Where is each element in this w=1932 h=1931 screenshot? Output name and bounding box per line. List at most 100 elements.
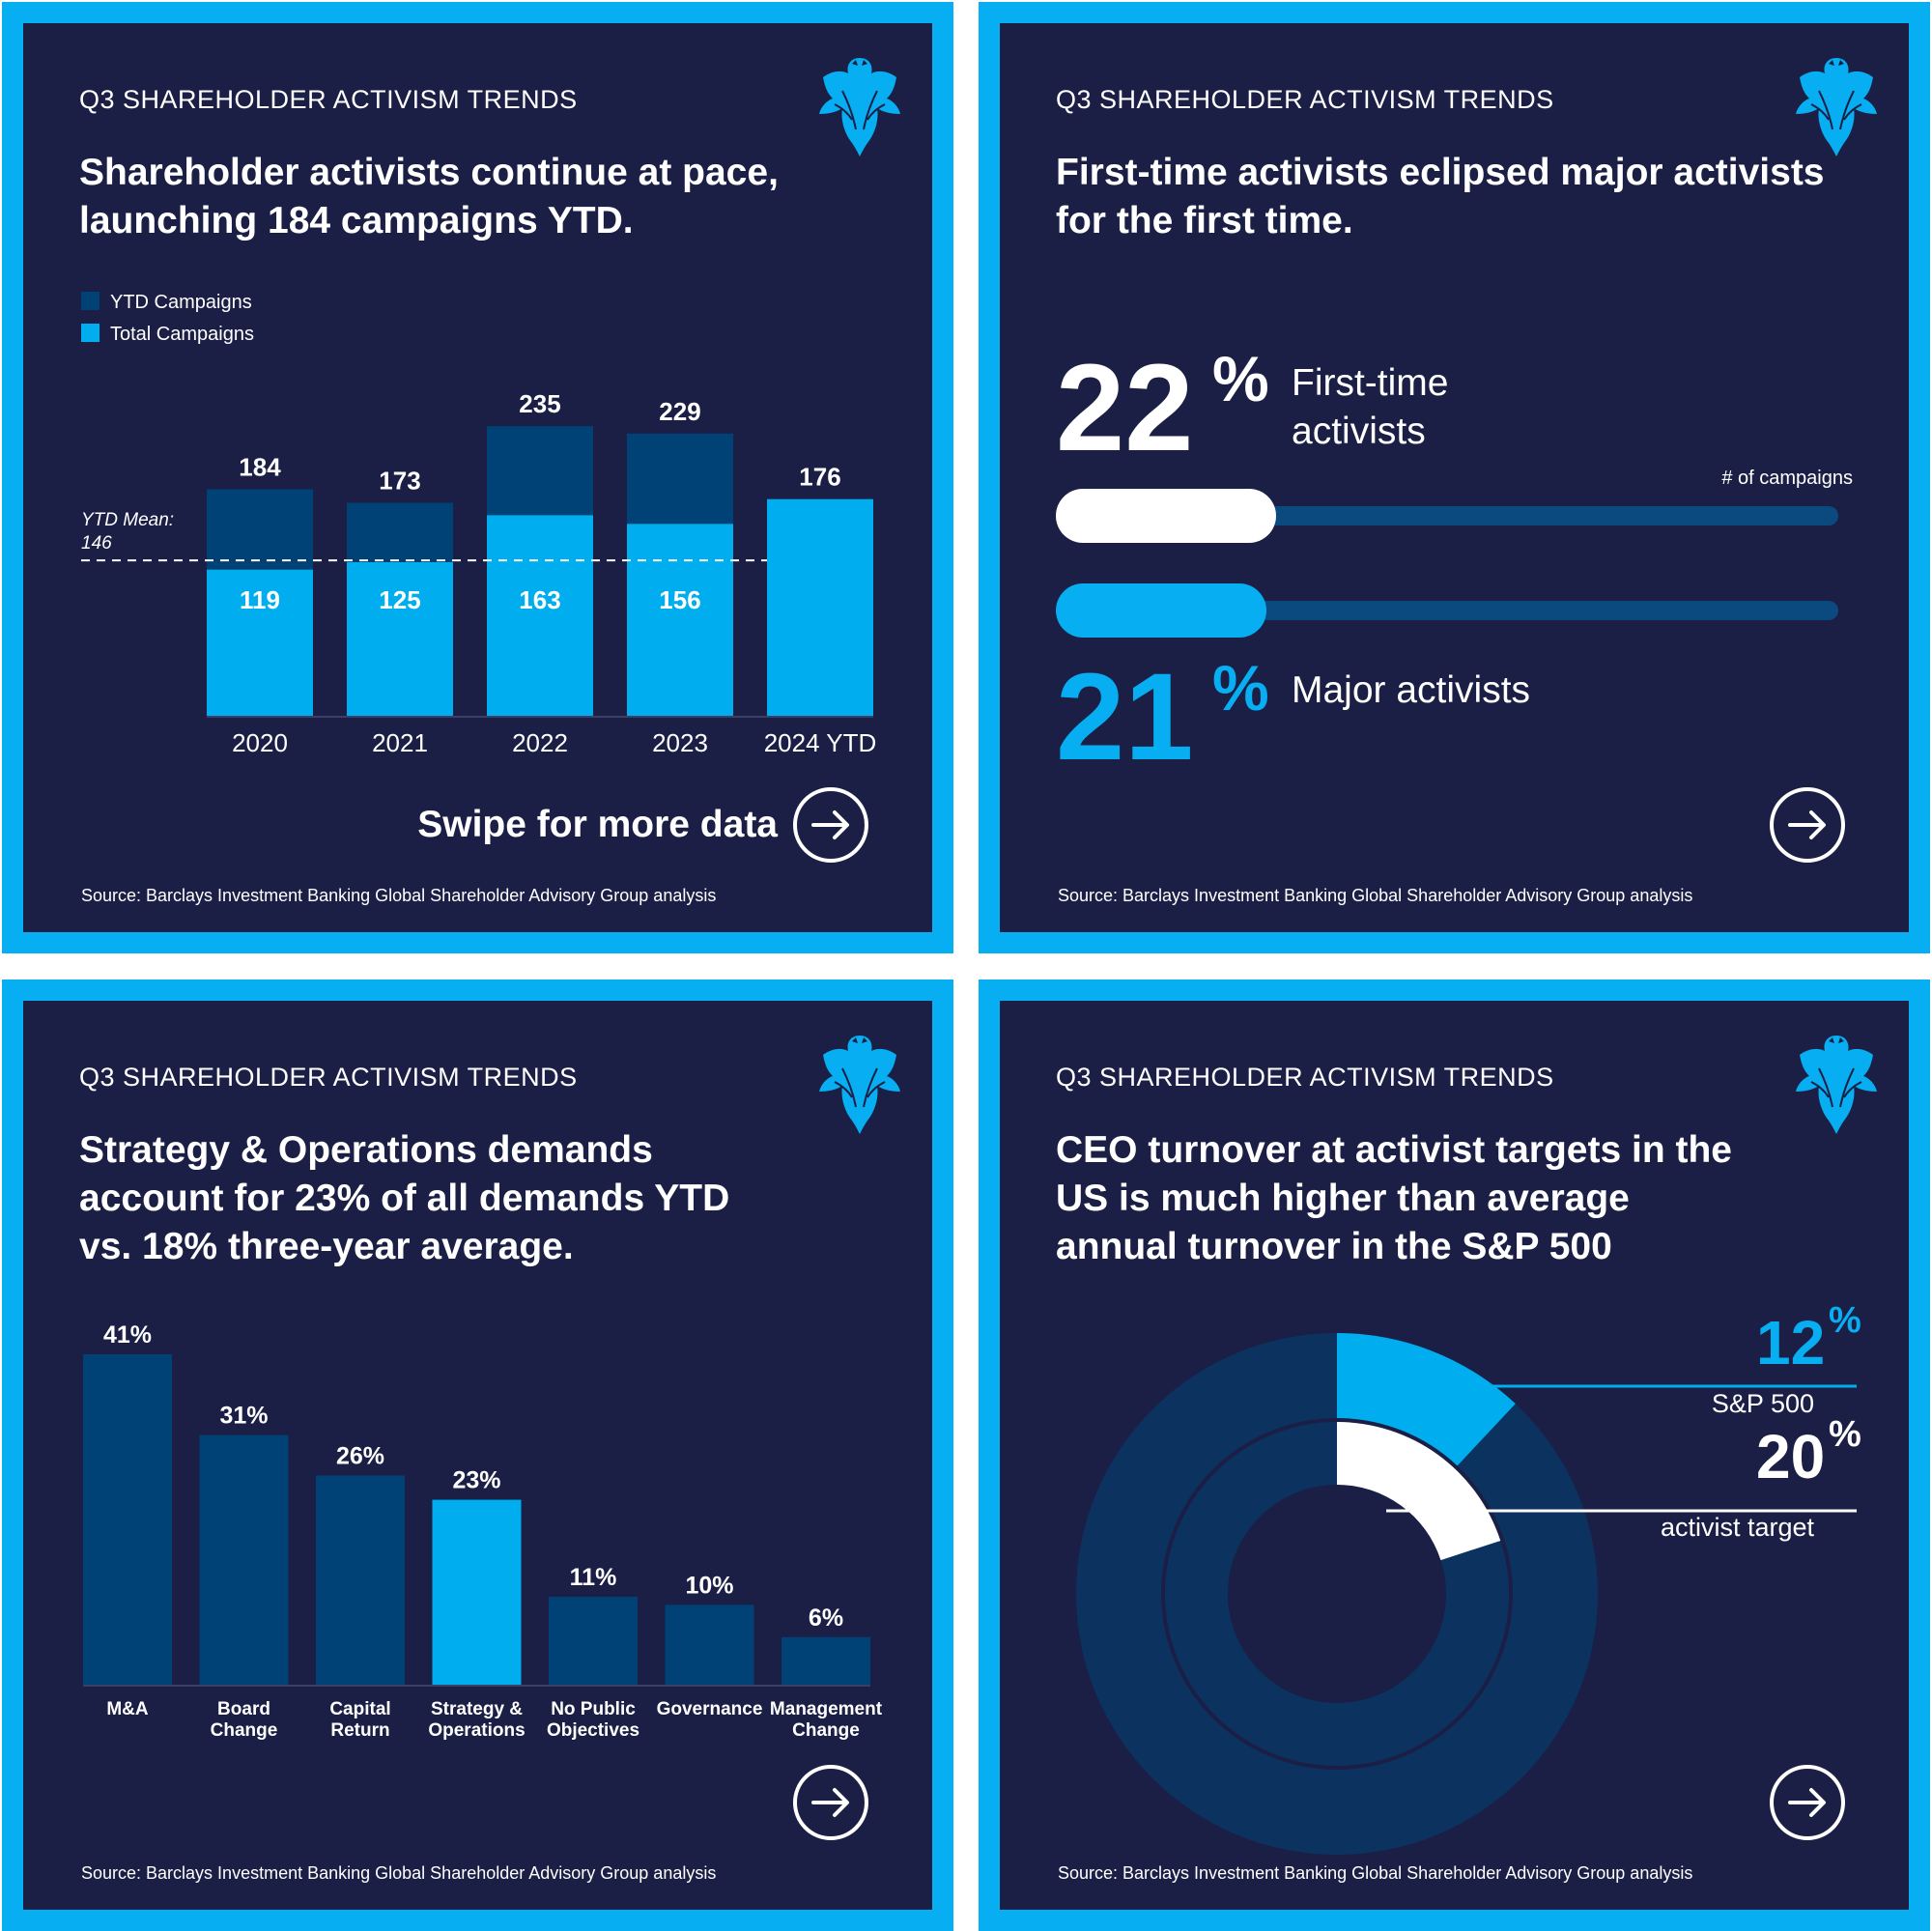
x-tick-label: Operations	[428, 1720, 525, 1741]
bar-inner-label: 156	[659, 585, 700, 614]
x-tick-label: 2024 YTD	[764, 728, 877, 757]
x-tick-label: 2021	[372, 728, 428, 757]
bar-ytd-2023	[627, 524, 733, 717]
bar-Strategy & Operations	[432, 1499, 522, 1686]
x-tick-label: 2022	[512, 728, 568, 757]
bar-value-label: 31%	[219, 1403, 268, 1430]
x-tick-label: Change	[211, 1720, 278, 1741]
next-arrow-button[interactable]	[792, 1764, 869, 1841]
eyebrow: Q3 SHAREHOLDER ACTIVISM TRENDS	[79, 85, 578, 114]
demands-bar-chart: 41%M&A31%BoardChange26%CapitalReturn23%S…	[83, 1321, 883, 1741]
first-time-percent-sign: %	[1212, 343, 1269, 414]
x-tick-label: Objectives	[547, 1720, 639, 1741]
bar-M&A	[83, 1354, 172, 1686]
bar-ytd-2022	[487, 515, 593, 717]
panel-ceo-turnover: Q3 SHAREHOLDER ACTIVISM TRENDS CEO turno…	[979, 980, 1930, 1931]
bar-total-2021	[347, 502, 453, 562]
legend-label-total: Total Campaigns	[110, 324, 254, 345]
legend-swatch-total	[81, 324, 99, 342]
bar-top-label: 184	[239, 452, 281, 481]
x-tick-label: Capital	[329, 1699, 390, 1719]
eagle-logo-icon	[819, 58, 900, 156]
bar-value-label: 26%	[336, 1442, 384, 1469]
x-tick-label: 2023	[652, 728, 708, 757]
headline: Strategy & Operations demands account fo…	[79, 1129, 730, 1267]
eyebrow: Q3 SHAREHOLDER ACTIVISM TRENDS	[1056, 1063, 1554, 1092]
bar-total-2022	[487, 426, 593, 516]
major-label: Major activists	[1292, 669, 1531, 711]
campaigns-axis-note: # of campaigns	[1721, 468, 1853, 489]
bar-value-label: 11%	[570, 1564, 617, 1591]
panel-demand-categories: Q3 SHAREHOLDER ACTIVISM TRENDS Strategy …	[2, 980, 953, 1931]
eyebrow: Q3 SHAREHOLDER ACTIVISM TRENDS	[79, 1063, 578, 1092]
ytd-mean-label: YTD Mean:	[81, 510, 174, 530]
activist-label: activist target	[1660, 1513, 1814, 1542]
source-note: Source: Barclays Investment Banking Glob…	[81, 886, 717, 905]
x-tick-label: Strategy &	[431, 1699, 523, 1719]
first-time-label: First-time activists	[1292, 362, 1449, 452]
sp500-arc	[1337, 1333, 1516, 1466]
headline: Shareholder activists continue at pace, …	[79, 152, 779, 241]
campaigns-stacked-bar-chart: YTD Campaigns Total Campaigns 184 119 2020 17…	[81, 292, 877, 757]
bar-value-label: 23%	[452, 1467, 500, 1494]
bar-total-2020	[207, 489, 313, 570]
sp500-label: S&P 500	[1711, 1389, 1814, 1418]
ytd-mean-value: 146	[81, 533, 112, 554]
x-tick-label: No Public	[551, 1699, 636, 1719]
bar-top-label: 173	[379, 467, 420, 496]
x-tick-label: Management	[770, 1699, 883, 1719]
bar-Management Change	[781, 1636, 870, 1686]
activist-value: 20	[1756, 1422, 1826, 1491]
bar-value-label: 10%	[685, 1572, 733, 1599]
bar-top-label: 229	[659, 397, 700, 426]
x-tick-label: 2020	[232, 728, 288, 757]
bar-ytd-2021	[347, 562, 453, 717]
eagle-logo-icon	[1796, 1036, 1877, 1134]
activist-percent-sign: %	[1829, 1414, 1861, 1455]
first-time-percent: 22	[1056, 339, 1194, 477]
source-note: Source: Barclays Investment Banking Glob…	[1058, 1863, 1693, 1883]
headline: First-time activists eclipsed major acti…	[1056, 152, 1825, 241]
eyebrow: Q3 SHAREHOLDER ACTIVISM TRENDS	[1056, 85, 1554, 114]
sp500-percent-sign: %	[1829, 1300, 1861, 1341]
next-arrow-button[interactable]	[792, 786, 869, 864]
bar-inner-label: 163	[519, 585, 560, 614]
major-bar	[1056, 583, 1267, 638]
bar-inner-label: 125	[379, 585, 420, 614]
x-tick-label: M&A	[106, 1699, 149, 1719]
ring-center	[1228, 1485, 1446, 1703]
x-tick-label: Board	[217, 1699, 270, 1719]
panel-first-time-activists: Q3 SHAREHOLDER ACTIVISM TRENDS First-tim…	[979, 2, 1930, 953]
next-arrow-button[interactable]	[1769, 1764, 1846, 1841]
x-tick-label: Change	[792, 1720, 860, 1741]
bar-value-label: 6%	[809, 1604, 843, 1632]
bar-top-label: 176	[799, 463, 840, 492]
eagle-logo-icon	[1796, 58, 1877, 156]
x-tick-label: Return	[330, 1720, 389, 1741]
source-note: Source: Barclays Investment Banking Glob…	[1058, 886, 1693, 905]
bar-top-label: 235	[519, 389, 560, 418]
bar-value-label: 41%	[103, 1321, 152, 1349]
major-percent-sign: %	[1212, 652, 1269, 724]
headline: CEO turnover at activist targets in the …	[1056, 1129, 1733, 1267]
legend-swatch-ytd	[81, 292, 99, 310]
bar-ytd-2020	[207, 569, 313, 717]
next-arrow-button[interactable]	[1769, 786, 1846, 864]
major-percent: 21	[1056, 648, 1194, 786]
bar-inner-label: 119	[240, 585, 280, 614]
eagle-logo-icon	[819, 1036, 900, 1134]
first-time-bar	[1056, 489, 1277, 543]
chart-legend: YTD Campaigns Total Campaigns	[81, 292, 254, 345]
swipe-label: Swipe for more data	[417, 804, 778, 845]
legend-label-ytd: YTD Campaigns	[110, 292, 252, 313]
bar-Capital Return	[316, 1475, 405, 1686]
bar-Board Change	[199, 1434, 289, 1686]
bar-Governance	[665, 1604, 754, 1686]
bar-No Public Objectives	[549, 1596, 638, 1686]
bar-ytd-2024 YTD	[767, 498, 873, 717]
source-note: Source: Barclays Investment Banking Glob…	[81, 1863, 717, 1883]
activist-arc	[1337, 1422, 1501, 1561]
x-tick-label: Governance	[657, 1699, 763, 1719]
panel-campaign-trends: Q3 SHAREHOLDER ACTIVISM TRENDS Sharehold…	[2, 2, 953, 953]
bar-total-2023	[627, 433, 733, 525]
